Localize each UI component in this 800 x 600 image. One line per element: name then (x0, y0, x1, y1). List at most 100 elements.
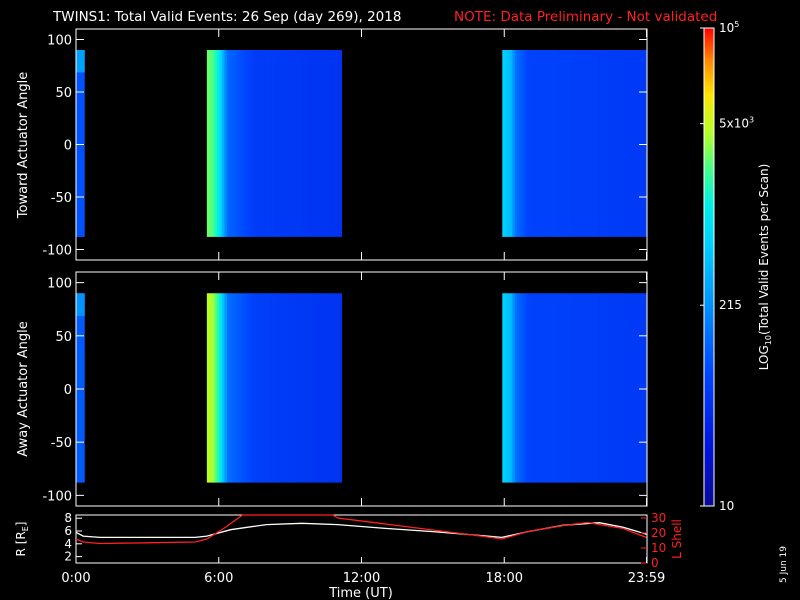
toward-scan-column (276, 50, 280, 237)
away-scan-column (274, 293, 278, 483)
plot-title: TWINS1: Total Valid Events: 26 Sep (day … (52, 9, 401, 25)
toward-scan-column (514, 50, 518, 237)
away-scan-column (589, 293, 593, 483)
colorbar-labels: 105 5x103 215 10 (700, 20, 754, 513)
away-scan-column (599, 293, 603, 483)
toward-scan-column (567, 50, 571, 237)
orbit-y2-tick-label: 10 (651, 541, 666, 555)
away-scan-column (629, 293, 633, 483)
away-scan-column (529, 293, 533, 483)
toward-scan-column (286, 50, 290, 237)
colorbar-tick-label: 105 (719, 20, 739, 35)
colorbar-tick-label: 10 (719, 499, 734, 513)
away-scan-column (236, 293, 240, 483)
away-scan-column (634, 293, 638, 483)
away-scan-column (336, 293, 340, 483)
toward-scan-column (504, 50, 508, 237)
colorbar-title: LOG10(Total Valid Events per Scan) (757, 164, 773, 371)
r-distance-line (75, 522, 647, 539)
toward-scan-column (557, 50, 561, 237)
away-scan-column (311, 293, 315, 483)
toward-scan-column (549, 50, 553, 237)
away-scan-column (289, 293, 293, 483)
l-shell-line (75, 514, 647, 545)
toward-scan-column (259, 50, 263, 237)
away-scan-column (514, 293, 518, 483)
toward-scan-column (234, 50, 238, 237)
toward-scan-column (614, 50, 618, 237)
away-scan-column (241, 293, 245, 483)
toward-scan-column (589, 50, 593, 237)
toward-scan-column (644, 50, 648, 237)
toward-scan-column (529, 50, 533, 237)
away-scan-block (76, 293, 85, 483)
toward-y-axis-label: Toward Actuator Angle (16, 72, 31, 219)
toward-scan-column (627, 50, 631, 237)
away-scan-column (554, 293, 558, 483)
away-scan-column (612, 293, 616, 483)
away-scan-column (582, 293, 586, 483)
toward-scan-column (604, 50, 608, 237)
toward-scan-column (246, 50, 250, 237)
toward-scan-column (524, 50, 528, 237)
toward-scan-column (624, 50, 628, 237)
away-scan-column (594, 293, 598, 483)
toward-scan-column (572, 50, 576, 237)
away-scan-column (584, 293, 588, 483)
away-scan-column (522, 293, 526, 483)
date-stamp: 5 Jun 19 (779, 546, 789, 583)
toward-heatmap (76, 50, 648, 237)
away-scan-column (502, 293, 506, 483)
toward-scan-column (244, 50, 248, 237)
toward-scan-column (241, 50, 245, 237)
away-scan-column (316, 293, 320, 483)
time-axis: 0:00 6:00 12:00 18:00 23:59 (61, 557, 665, 586)
away-scan-column (614, 293, 618, 483)
toward-scan-column (309, 50, 313, 237)
toward-scan-column (334, 50, 338, 237)
toward-scan-column (517, 50, 521, 237)
toward-scan-column (279, 50, 283, 237)
away-scan-column (564, 293, 568, 483)
toward-scan-column (229, 50, 233, 237)
away-scan-column (627, 293, 631, 483)
away-scan-column (644, 293, 648, 483)
toward-scan-column (269, 50, 273, 237)
away-scan-column (324, 293, 328, 483)
orbit-y2-tick-label: 0 (651, 556, 659, 570)
away-scan-column (544, 293, 548, 483)
away-scan-column (587, 293, 591, 483)
toward-scan-column (281, 50, 285, 237)
toward-scan-column (522, 50, 526, 237)
toward-y-axis: 100 50 0 -50 -100 (42, 29, 648, 260)
toward-scan-column (642, 50, 646, 237)
away-scan-column (224, 293, 228, 483)
away-scan-column (607, 293, 611, 483)
away-scan-column (229, 293, 233, 483)
toward-scan-column (569, 50, 573, 237)
toward-scan-column (629, 50, 633, 237)
away-scan-column (286, 293, 290, 483)
toward-scan-column (329, 50, 333, 237)
away-scan-column (512, 293, 516, 483)
away-scan-column (534, 293, 538, 483)
toward-scan-column (582, 50, 586, 237)
toward-scan-column (544, 50, 548, 237)
toward-scan-column (211, 50, 215, 237)
toward-scan-column (617, 50, 621, 237)
away-scan-column (569, 293, 573, 483)
away-scan-column (639, 293, 643, 483)
away-scan-column (517, 293, 521, 483)
toward-scan-column (261, 50, 265, 237)
away-scan-column (239, 293, 243, 483)
away-heatmap (76, 293, 648, 483)
away-scan-column (294, 293, 298, 483)
away-scan-column (532, 293, 536, 483)
toward-scan-column (326, 50, 330, 237)
toward-scan-column (301, 50, 305, 237)
away-scan-column (559, 293, 563, 483)
toward-scan-column (236, 50, 240, 237)
orbit-y2-tick-label: 20 (651, 526, 666, 540)
toward-scan-column (542, 50, 546, 237)
toward-scan-column (552, 50, 556, 237)
